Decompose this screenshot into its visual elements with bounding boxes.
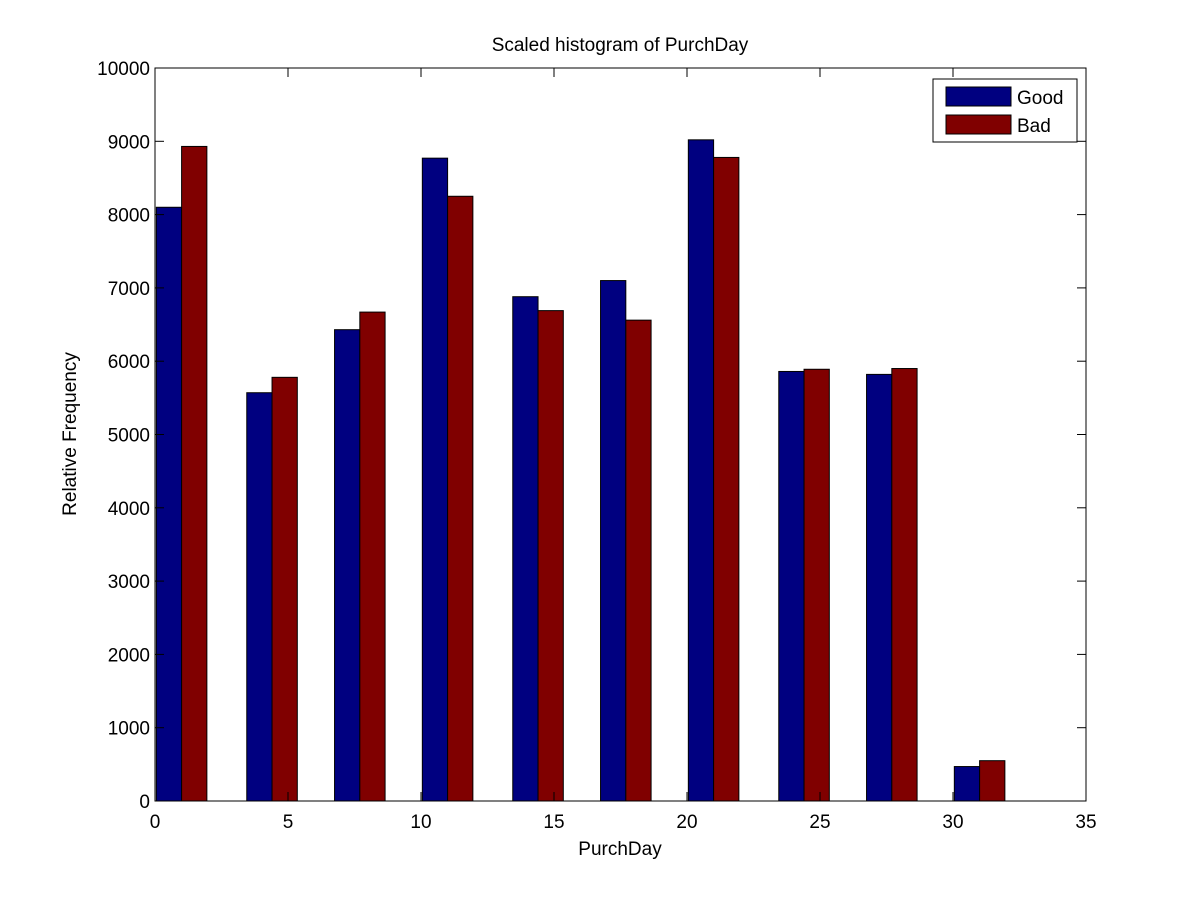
bar-good-4 <box>421 157 449 802</box>
y-tick-label: 2000 <box>108 645 150 666</box>
bar-good-9 <box>866 373 893 802</box>
bar-good-2 <box>246 392 273 802</box>
y-tick-label: 4000 <box>108 499 150 520</box>
bar-bad-3 <box>359 311 386 802</box>
x-tick-label: 35 <box>1075 812 1096 833</box>
bar-bad-4 <box>447 195 474 802</box>
bar-bad-1 <box>181 145 208 802</box>
legend-label-good: Good <box>1017 88 1063 109</box>
y-tick-label: 1000 <box>108 719 150 740</box>
bar-good-8 <box>778 370 805 802</box>
bar-good-5 <box>512 296 539 802</box>
y-tick-label: 6000 <box>108 352 150 373</box>
x-tick-label: 0 <box>150 812 161 833</box>
bar-bad-8 <box>803 368 830 802</box>
bar-bad-5 <box>537 310 564 802</box>
chart-title: Scaled histogram of PurchDay <box>492 35 749 56</box>
y-tick-label: 5000 <box>108 426 150 447</box>
bar-good-1 <box>155 206 183 802</box>
bar-good-10 <box>953 766 981 802</box>
bar-bad-2 <box>271 376 298 802</box>
x-tick-label: 10 <box>410 812 431 833</box>
y-tick-label: 0 <box>139 792 150 813</box>
bar-good-7 <box>687 139 715 802</box>
bar-good-3 <box>334 329 361 802</box>
y-axis-label: Relative Frequency <box>60 352 81 516</box>
bar-bad-10 <box>979 760 1006 802</box>
x-tick-label: 20 <box>676 812 697 833</box>
y-tick-label: 9000 <box>108 132 150 153</box>
bars-layer <box>155 139 1006 802</box>
legend-swatch-good <box>945 86 1012 107</box>
bar-bad-7 <box>713 156 740 802</box>
legend: Good Bad <box>932 78 1078 143</box>
y-tick-label: 8000 <box>108 206 150 227</box>
x-tick-label: 25 <box>809 812 830 833</box>
x-tick-label: 30 <box>942 812 963 833</box>
x-tick-label: 15 <box>543 812 564 833</box>
legend-label-bad: Bad <box>1017 116 1051 137</box>
bar-bad-9 <box>891 368 918 802</box>
bar-good-6 <box>600 280 627 802</box>
y-tick-label: 7000 <box>108 279 150 300</box>
x-tick-label: 5 <box>283 812 294 833</box>
x-axis-label: PurchDay <box>578 839 662 860</box>
y-tick-label: 10000 <box>97 59 150 80</box>
axis-ticks: 0 5 10 15 20 25 30 35 0 1000 2000 3000 4000 5000 6000 7… <box>97 59 1096 833</box>
bar-bad-6 <box>625 319 652 802</box>
legend-swatch-bad <box>945 114 1012 135</box>
y-tick-label: 3000 <box>108 572 150 593</box>
